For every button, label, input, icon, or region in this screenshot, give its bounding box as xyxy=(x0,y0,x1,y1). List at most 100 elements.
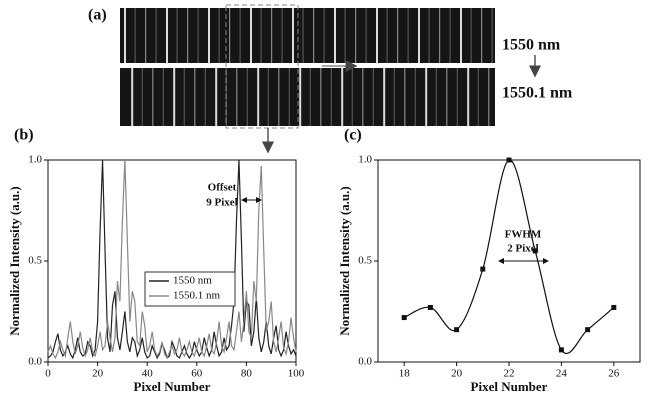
fringe-line xyxy=(366,8,367,63)
fringe-line xyxy=(173,68,175,126)
fringe-line xyxy=(404,68,405,126)
series-line xyxy=(48,160,296,358)
fringe-line xyxy=(376,8,378,63)
fringe-line xyxy=(166,8,168,63)
fringe-line xyxy=(177,8,178,63)
fringe-images xyxy=(120,8,495,126)
y-tick-label: 0.5 xyxy=(28,255,42,267)
fringe-line xyxy=(429,8,430,63)
fringe-line xyxy=(184,68,185,126)
y-tick-label: 0.5 xyxy=(358,255,372,267)
fringe-line xyxy=(142,68,143,126)
point xyxy=(611,305,616,310)
fringe-line xyxy=(460,8,462,63)
x-tick-label: 26 xyxy=(608,368,620,380)
point xyxy=(428,305,433,310)
annotation: Offset xyxy=(208,182,237,194)
y-tick-label: 0.0 xyxy=(28,356,42,368)
x-tick-label: 100 xyxy=(288,368,305,380)
annotation: 2 Pixel xyxy=(507,243,538,255)
fringe-line xyxy=(278,68,279,126)
fringe-line xyxy=(471,8,472,63)
fringe-line xyxy=(320,68,321,126)
fringe-line xyxy=(163,68,164,126)
y-tick-label: 1.0 xyxy=(28,154,42,166)
fringe-line xyxy=(215,68,217,126)
panel-label: (b) xyxy=(14,127,34,144)
fringe-line xyxy=(324,8,325,63)
fringe-line xyxy=(257,68,259,126)
fringe-line xyxy=(310,68,311,126)
fringe-line xyxy=(345,8,346,63)
annotation: FWHM xyxy=(505,229,542,241)
fringe-line xyxy=(131,68,133,126)
fringe-line xyxy=(408,8,409,63)
fringe-line xyxy=(250,8,252,63)
fringe-line xyxy=(219,8,220,63)
fringe-line xyxy=(240,8,241,63)
fringe-line xyxy=(481,8,482,63)
x-tick-label: 18 xyxy=(399,368,411,380)
fringe-line xyxy=(156,8,157,63)
fringe-line xyxy=(145,8,146,63)
fringe-line xyxy=(478,68,479,126)
figure: (a) 1550 nm 1550.1 nm 0 20 40 60 80 100 0.0 0.5… xyxy=(0,0,653,397)
fringe-line xyxy=(247,68,248,126)
fringe-line xyxy=(488,68,489,126)
fringe-line xyxy=(198,8,199,63)
fringe-image-top xyxy=(120,8,495,63)
fringe-line xyxy=(187,8,188,63)
fringe-line xyxy=(289,68,290,126)
fringe-line xyxy=(331,68,332,126)
panel-label: (c) xyxy=(344,127,362,144)
x-axis-label: Pixel Number xyxy=(134,379,211,394)
fringe-line xyxy=(229,8,230,63)
fringe-line xyxy=(152,68,153,126)
legend-label: 1550.1 nm xyxy=(173,290,221,302)
point xyxy=(402,315,407,320)
fringe-line xyxy=(373,68,374,126)
fringe-line xyxy=(362,68,363,126)
fringe-line xyxy=(303,8,304,63)
fringe-line xyxy=(355,8,356,63)
y-tick-label: 0.0 xyxy=(358,356,372,368)
fringe-line xyxy=(292,8,294,63)
x-tick-label: 80 xyxy=(241,368,253,380)
wavelength-label: 1550.1 nm xyxy=(502,85,573,102)
point xyxy=(454,327,459,332)
point xyxy=(559,347,564,352)
fringe-line xyxy=(394,68,395,126)
x-axis-label: Pixel Number xyxy=(471,379,548,394)
fringe-line xyxy=(194,68,195,126)
point xyxy=(480,267,485,272)
fringe-line xyxy=(236,68,237,126)
fringe-line xyxy=(341,68,343,126)
series-line xyxy=(404,160,614,354)
fringe-image-bottom xyxy=(120,68,495,126)
fringe-line xyxy=(436,68,437,126)
x-tick-label: 0 xyxy=(45,368,51,380)
x-tick-label: 60 xyxy=(191,368,203,380)
fringe-line xyxy=(282,8,283,63)
fringe-line xyxy=(205,68,206,126)
wavelength-label: 1550 nm xyxy=(502,37,561,54)
y-axis-label: Normalized Intensity (a.u.) xyxy=(337,186,352,336)
fringe-line xyxy=(439,8,440,63)
y-axis-label: Normalized Intensity (a.u.) xyxy=(7,186,22,336)
panel-label: (a) xyxy=(88,7,107,24)
fringe-line xyxy=(418,8,420,63)
x-tick-label: 20 xyxy=(451,368,463,380)
y-tick-label: 1.0 xyxy=(358,154,372,166)
legend-label: 1550 nm xyxy=(173,275,212,287)
fringe-line xyxy=(352,68,353,126)
fringe-line xyxy=(450,8,451,63)
fringe-line xyxy=(492,8,493,63)
point xyxy=(585,327,590,332)
fringe-line xyxy=(261,8,262,63)
fringe-line xyxy=(446,68,447,126)
fringe-line xyxy=(397,8,398,63)
fringe-line xyxy=(387,8,388,63)
x-tick-label: 40 xyxy=(142,368,154,380)
fringe-line xyxy=(208,8,210,63)
x-tick-label: 20 xyxy=(92,368,104,380)
